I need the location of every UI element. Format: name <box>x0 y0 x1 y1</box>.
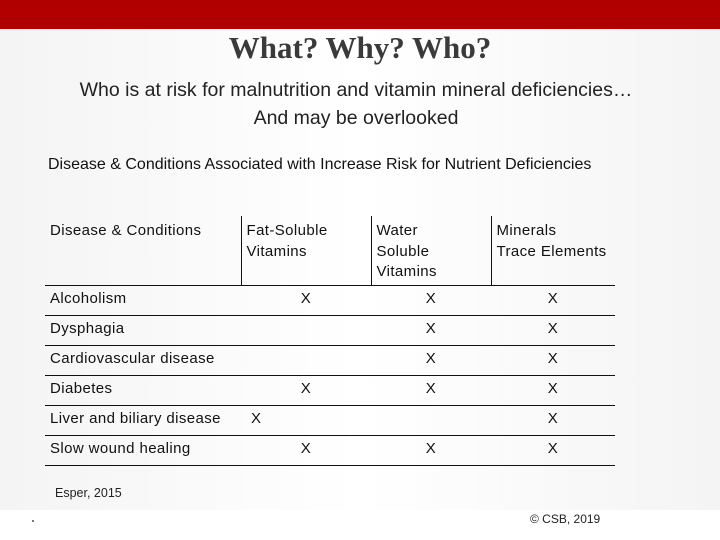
header-fat-soluble: Fat-Soluble Vitamins <box>240 216 371 286</box>
table-row: Alcoholism X X X <box>45 285 615 316</box>
fat-soluble-mark <box>241 345 371 376</box>
minerals-mark: X <box>491 315 615 346</box>
subtitle-line-2: And may be overlooked <box>253 107 459 129</box>
slide-subtitle: Who is at risk for malnutrition and vita… <box>0 76 712 132</box>
condition-cell: Alcoholism <box>45 285 241 316</box>
minerals-mark: X <box>491 285 615 316</box>
table-row: Slow wound healing X X X <box>45 435 615 466</box>
fat-soluble-mark: X <box>241 285 371 316</box>
footer-dot <box>32 520 34 522</box>
minerals-mark: X <box>491 405 615 436</box>
water-soluble-mark <box>371 405 491 436</box>
fat-soluble-mark: X <box>241 405 371 436</box>
copyright: © CSB, 2019 <box>530 512 601 526</box>
table-row: Cardiovascular disease X X <box>45 345 615 376</box>
header-minerals: Minerals Trace Elements <box>490 216 615 286</box>
risk-table: Disease & Conditions Fat-Soluble Vitamin… <box>45 216 615 466</box>
header-bar <box>0 0 720 29</box>
minerals-mark: X <box>491 375 615 406</box>
water-soluble-mark: X <box>371 285 491 316</box>
water-soluble-mark: X <box>371 345 491 376</box>
header-water-soluble: Water Soluble Vitamins <box>370 216 491 286</box>
table-row: Diabetes X X X <box>45 375 615 406</box>
condition-cell: Dysphagia <box>45 315 241 346</box>
table-header-row: Disease & Conditions Fat-Soluble Vitamin… <box>45 216 615 286</box>
table-row: Liver and biliary disease X X <box>45 405 615 436</box>
fat-soluble-mark: X <box>241 375 371 406</box>
condition-cell: Cardiovascular disease <box>45 345 241 376</box>
header-condition: Disease & Conditions <box>45 216 241 286</box>
table-row: Dysphagia X X <box>45 315 615 346</box>
fat-soluble-mark: X <box>241 435 371 466</box>
slide-title: What? Why? Who? <box>228 30 492 65</box>
minerals-mark: X <box>491 345 615 376</box>
condition-cell: Diabetes <box>45 375 241 406</box>
water-soluble-mark: X <box>371 315 491 346</box>
condition-cell: Slow wound healing <box>45 435 241 466</box>
fat-soluble-mark <box>241 315 371 346</box>
citation: Esper, 2015 <box>55 486 122 500</box>
water-soluble-mark: X <box>371 375 491 406</box>
minerals-mark: X <box>491 435 615 466</box>
condition-cell: Liver and biliary disease <box>45 405 241 436</box>
subtitle-line-1: Who is at risk for malnutrition and vita… <box>79 79 633 101</box>
section-heading: Disease & Conditions Associated with Inc… <box>48 156 592 173</box>
water-soluble-mark: X <box>371 435 491 466</box>
